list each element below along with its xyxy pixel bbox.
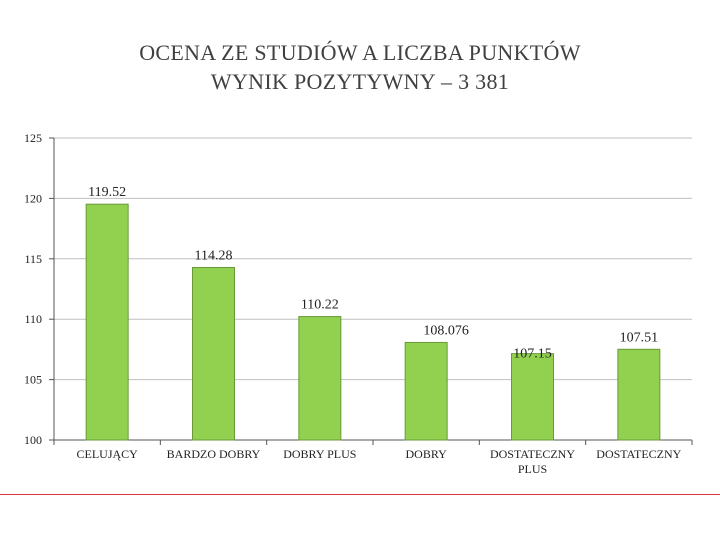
- chart-title: OCENA ZE STUDIÓW A LICZBA PUNKTÓW WYNIK …: [0, 38, 720, 96]
- x-tick-label: PLUS: [518, 462, 547, 476]
- y-tick-label: 120: [24, 191, 42, 205]
- chart-title-line-1: OCENA ZE STUDIÓW A LICZBA PUNKTÓW: [139, 40, 581, 65]
- x-tick-label: DOSTATECZNY: [490, 447, 575, 461]
- x-tick-label: BARDZO DOBRY: [167, 447, 261, 461]
- footer-rule: [0, 494, 720, 495]
- x-tick-label: DOSTATECZNY: [596, 447, 681, 461]
- bar: [617, 348, 661, 441]
- data-label: 107.15: [513, 347, 552, 362]
- data-label: 110.22: [301, 298, 339, 313]
- x-tick-label: DOBRY: [405, 447, 447, 461]
- y-tick-label: 125: [24, 131, 42, 145]
- chart-title-line-2: WYNIK POZYTYWNY – 3 381: [210, 69, 510, 94]
- bar: [192, 266, 235, 441]
- bar: [85, 203, 129, 441]
- data-label: 108.076: [423, 323, 469, 338]
- bar: [404, 341, 448, 441]
- bar: [298, 316, 342, 441]
- y-tick-label: 100: [24, 433, 42, 447]
- data-label: 119.52: [88, 185, 126, 200]
- bar: [511, 353, 554, 441]
- data-label: 107.51: [620, 330, 659, 345]
- y-tick-label: 105: [24, 373, 42, 387]
- data-label: 114.28: [195, 248, 233, 263]
- y-tick-label: 110: [24, 312, 42, 326]
- y-tick-label: 115: [24, 252, 42, 266]
- x-tick-label: DOBRY PLUS: [283, 447, 356, 461]
- x-tick-label: CELUJĄCY: [76, 447, 138, 461]
